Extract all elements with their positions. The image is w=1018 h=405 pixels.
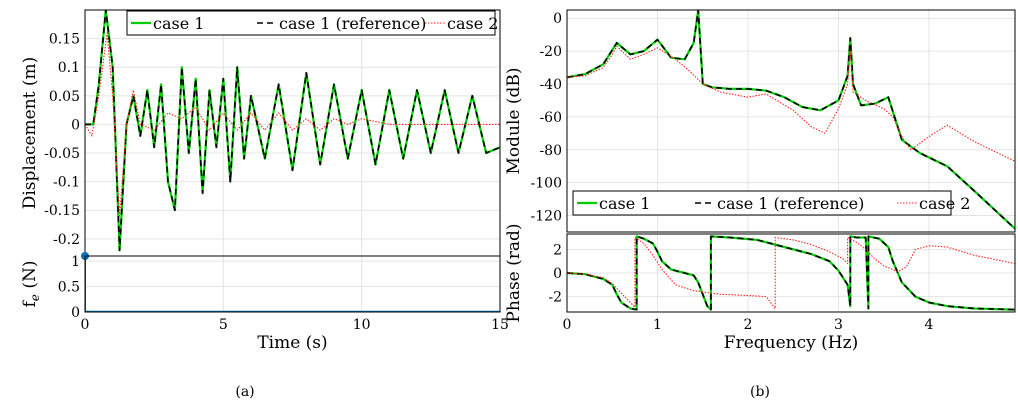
panel-a-top: -0.2 -0.15 -0.1 -0.05 0 0.05 0.1 0.15 Displaceme… [20,9,501,257]
x-tick-label: 10 [353,317,371,333]
y-tick-label: -2 [548,290,562,306]
y-tick-label: -20 [539,44,562,60]
legend-box [572,190,952,216]
y-tick-label: 0 [71,305,80,321]
x-tick-label: 2 [744,317,753,333]
legend-label-1: case 1 (reference) [279,14,426,33]
y-tick-label: -60 [539,110,562,126]
series-case-2 [567,45,1015,162]
series-case-2 [85,32,500,217]
y-tick-label: -0.2 [53,232,80,248]
y-axis-label: fe (N) [20,261,42,308]
series-case-1-reference- [567,235,1015,311]
y-tick-label: 0.15 [49,32,80,48]
legend-label-0: case 1 [599,194,650,213]
series-group [567,235,1015,311]
caption-a: (a) [235,384,254,400]
y-axis-label: Phase (rad) [504,223,524,322]
series-group [85,10,500,252]
y-tick-label: -120 [531,209,562,225]
y-tick-label: -0.05 [44,146,80,162]
y-tick-label: 1 [71,254,80,270]
legend: case 1 case 1 (reference) case 2 [126,10,498,36]
legend-label-1: case 1 (reference) [717,194,864,213]
panels: -0.2 -0.15 -0.1 -0.05 0 0.05 0.1 0.15 Displaceme… [20,9,1016,353]
y-tick-label: 0.1 [58,60,80,76]
x-tick-label: 1 [653,317,662,333]
series-case-1-reference- [567,10,1015,230]
axes-box [84,255,501,313]
series-case-2 [567,236,1015,310]
x-tick-label: 3 [834,317,843,333]
unit: (N) [20,261,40,295]
y-tick-label: -80 [539,143,562,159]
y-tick-label: -0.1 [53,175,80,191]
x-tick-label: 15 [491,317,509,333]
series-group [85,256,500,312]
series-group [567,10,1015,230]
y-axis-label: Displacement (m) [20,57,40,210]
x-axis-label: Time (s) [257,333,327,353]
y-tick-label: 0 [553,11,562,27]
legend-label-2: case 2 [447,14,498,33]
legend-label-0: case 1 [153,14,204,33]
caption-b: (b) [750,384,770,400]
x-tick-label: 4 [925,317,934,333]
x-tick-label: 0 [81,317,90,333]
series-case-1-reference- [85,10,500,252]
axes-box [566,233,1016,313]
x-tick-label: 5 [219,317,228,333]
x-axis-label: Frequency (Hz) [724,333,858,353]
x-tick-label: 0 [563,317,572,333]
y-tick-label: -40 [539,77,562,93]
legend-box [126,10,496,36]
y-tick-label: 0.5 [58,280,80,296]
y-tick-label: 0 [553,266,562,282]
axes-box [566,9,1016,233]
y-tick-label: -0.15 [44,203,80,219]
y-axis-label: Module (dB) [504,67,524,174]
y-tick-label: 2 [553,242,562,258]
subscript: e [28,294,42,301]
y-tick-label: 0 [71,117,80,133]
y-tick-label: -100 [531,176,562,192]
axes-box [84,9,501,257]
y-tick-label: 0.05 [49,89,80,105]
legend: case 1 case 1 (reference) case 2 [572,190,970,216]
legend-label-2: case 2 [919,194,970,213]
